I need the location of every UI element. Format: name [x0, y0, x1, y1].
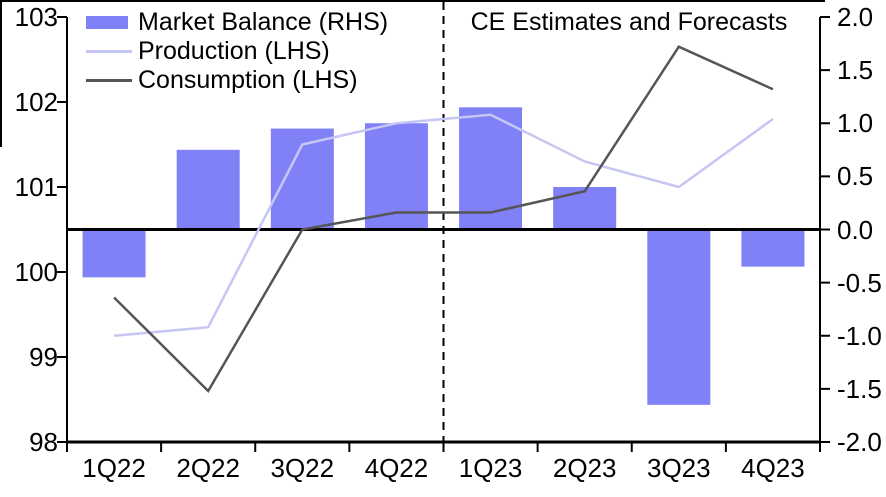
x-axis-tick-label: 1Q22: [82, 453, 146, 483]
bar-3q23: [647, 229, 711, 405]
right-axis-tick-label: -1.0: [837, 320, 882, 351]
left-axis-tick-label: 101: [14, 172, 58, 202]
line-swatch-icon: [86, 50, 132, 53]
left-axis-tick-label: 100: [14, 257, 58, 287]
x-axis-tick-label: 3Q22: [270, 453, 335, 483]
x-axis-tick-label: 4Q23: [741, 453, 805, 483]
image-left-border: [0, 0, 2, 147]
left-axis-tick-label: 103: [14, 2, 58, 32]
legend-label: Consumption (LHS): [138, 66, 358, 94]
bar-2q22: [176, 149, 240, 230]
right-axis-tick-label: 1.0: [837, 108, 874, 139]
forecast-annotation: CE Estimates and Forecasts: [470, 8, 788, 36]
right-axis-tick-label: -0.5: [837, 267, 882, 298]
legend-item-market-balance: Market Balance (RHS): [86, 8, 388, 37]
bar-4q23: [741, 229, 805, 267]
line-swatch-icon: [86, 79, 132, 82]
legend: Market Balance (RHS) Production (LHS) Co…: [86, 8, 388, 95]
right-axis-tick-label: 0.0: [837, 214, 874, 245]
bar-1q23: [459, 107, 523, 230]
left-axis-tick-label: 98: [29, 427, 58, 457]
bar-swatch-icon: [86, 16, 128, 29]
right-axis-tick-label: 0.5: [837, 161, 874, 192]
bar-2q23: [553, 187, 617, 230]
right-axis-tick-label: 2.0: [837, 2, 874, 32]
left-axis-tick-label: 102: [14, 87, 58, 117]
legend-item-production: Production (LHS): [86, 37, 388, 66]
consumption-line: [113, 45, 774, 394]
right-axis-tick-label: -1.5: [837, 373, 882, 404]
x-axis-tick-label: 2Q22: [176, 453, 240, 483]
legend-label: Market Balance (RHS): [138, 8, 389, 36]
production-line: [113, 113, 774, 337]
left-axis-tick-label: 99: [29, 342, 58, 372]
x-axis-tick-label: 3Q23: [647, 453, 711, 483]
image-top-border: [0, 0, 825, 2]
bar-1q22: [82, 229, 146, 278]
x-axis-tick-label: 4Q22: [364, 453, 429, 483]
right-axis-tick-label: -2.0: [837, 427, 882, 457]
legend-label: Production (LHS): [138, 37, 330, 65]
x-axis-tick-label: 1Q23: [458, 453, 523, 483]
legend-item-consumption: Consumption (LHS): [86, 66, 388, 95]
right-axis-tick-label: 1.5: [837, 55, 874, 86]
x-axis-tick-label: 2Q23: [552, 453, 617, 483]
